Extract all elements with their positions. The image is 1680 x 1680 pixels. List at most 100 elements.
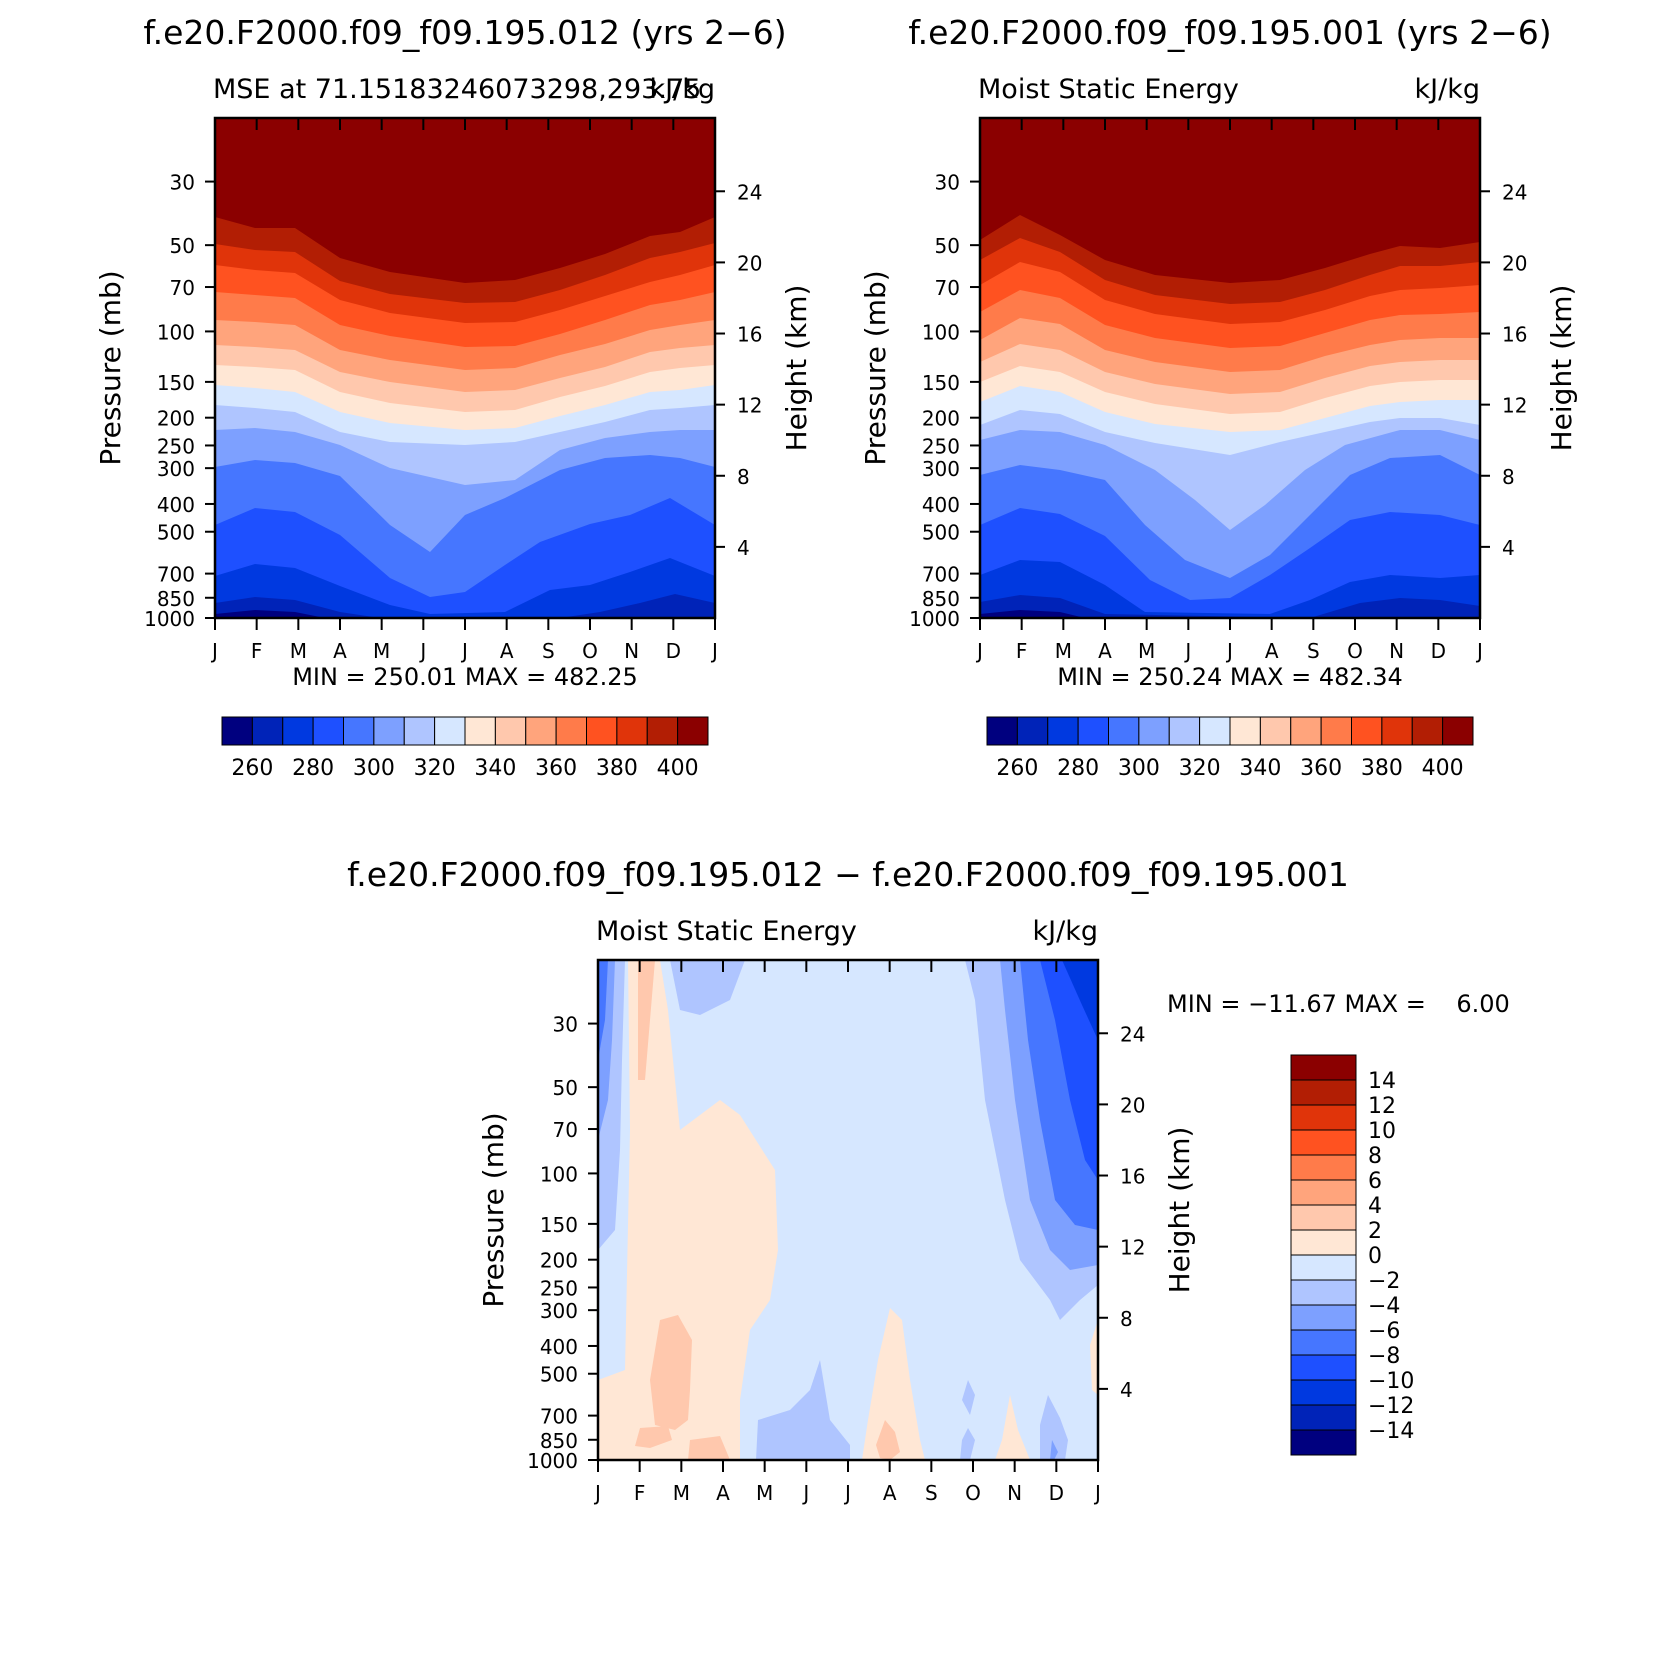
contour-band (876, 1420, 900, 1460)
x-tick-label: M (756, 1481, 773, 1505)
colorbar-swatch (1351, 716, 1383, 746)
y-tick-label-right: 16 (737, 323, 762, 347)
colorbar-swatch (1077, 716, 1109, 746)
colorbar-swatch (1290, 1129, 1357, 1156)
y-tick-label-right: 8 (737, 465, 750, 489)
colorbar-label: 14 (1368, 1069, 1396, 1094)
contour-band (638, 960, 655, 1080)
colorbar-label: 400 (1422, 756, 1464, 781)
colorbar-swatch (1290, 1154, 1357, 1181)
colorbar-swatch (1016, 716, 1049, 746)
y-tick-label: 300 (157, 457, 195, 481)
contour-band (960, 1428, 975, 1460)
contour-band (1062, 960, 1098, 1040)
x-tick-label: A (716, 1481, 730, 1505)
y-tick-label: 250 (157, 434, 195, 458)
contour-band (635, 1426, 672, 1448)
y-tick-label: 100 (922, 320, 960, 344)
colorbar-swatch (1290, 1204, 1357, 1231)
x-tick-label: F (1016, 639, 1028, 663)
y-axis-label-right: Height (km) (780, 285, 813, 452)
contour-band (1040, 1395, 1068, 1460)
colorbar-label: 300 (1118, 756, 1160, 781)
contour-band (980, 595, 1480, 618)
contour-band (756, 1360, 850, 1460)
y-tick-label: 400 (540, 1335, 578, 1359)
colorbar-label: 10 (1368, 1119, 1396, 1144)
panel-subtitle-left: Moist Static Energy (978, 74, 1239, 105)
contour-band (650, 1315, 692, 1430)
y-tick-label-right: 20 (1502, 251, 1527, 275)
y-tick-label-right: 20 (737, 251, 762, 275)
x-tick-label: F (251, 639, 263, 663)
y-tick-label-right: 20 (1120, 1093, 1145, 1117)
y-tick-label: 30 (170, 171, 195, 195)
x-tick-label: N (1007, 1481, 1022, 1505)
y-tick-label: 500 (540, 1363, 578, 1387)
colorbar-label: 320 (1179, 756, 1221, 781)
contour-band (1050, 1440, 1058, 1460)
colorbar-swatch (1290, 1429, 1357, 1456)
colorbar-label: −14 (1368, 1419, 1414, 1444)
y-tick-label: 300 (922, 457, 960, 481)
y-tick-label: 1000 (144, 607, 195, 631)
y-tick-label-right: 4 (1120, 1378, 1133, 1402)
panel-subtitle-right: kJ/kg (650, 74, 715, 105)
stats-text: MIN = −11.67 MAX = 6.00 (1167, 990, 1510, 1018)
colorbar-label: 300 (353, 756, 395, 781)
contour-band (688, 1436, 730, 1460)
colorbar-swatch (221, 716, 253, 746)
y-tick-label-right: 4 (1502, 536, 1515, 560)
y-tick-label: 200 (922, 407, 960, 431)
colorbar-swatch (1290, 1304, 1357, 1331)
y-tick-label: 30 (935, 171, 960, 195)
y-tick-label: 150 (157, 371, 195, 395)
colorbar-swatch (1108, 716, 1140, 746)
panel-title: f.e20.F2000.f09_f09.195.001 (yrs 2−6) (908, 13, 1551, 52)
panel-mse-001: f.e20.F2000.f09_f09.195.001 (yrs 2−6) Mo… (859, 13, 1578, 781)
colorbar-swatch (1290, 1104, 1357, 1131)
x-tick-label: S (542, 639, 555, 663)
contour-band (598, 960, 778, 1460)
colorbar-swatch (1168, 716, 1201, 746)
y-tick-label: 1000 (527, 1449, 578, 1473)
x-tick-label: D (1431, 639, 1446, 663)
x-tick-label: A (333, 639, 347, 663)
y-axis-label-right: Height (km) (1545, 285, 1578, 452)
colorbar-swatch (1290, 1354, 1357, 1381)
colorbar-swatch (1442, 716, 1474, 746)
y-tick-label: 70 (170, 276, 195, 300)
x-tick-label: M (1138, 639, 1155, 663)
contour-band (598, 960, 608, 1060)
x-tick-label: M (673, 1481, 690, 1505)
x-tick-label: A (500, 639, 514, 663)
y-tick-label-right: 8 (1120, 1307, 1133, 1331)
x-tick-label: S (1307, 639, 1320, 663)
x-tick-label: O (965, 1481, 981, 1505)
panel-subtitle-right: kJ/kg (1415, 74, 1480, 105)
panel-subtitle-left: Moist Static Energy (596, 916, 857, 947)
colorbar-swatch (1138, 716, 1170, 746)
colorbar-label: 2 (1368, 1219, 1382, 1244)
contour-field (980, 118, 1480, 618)
colorbar-label: 340 (1239, 756, 1281, 781)
panel-title: f.e20.F2000.f09_f09.195.012 − f.e20.F200… (347, 855, 1349, 894)
colorbar-swatch (1290, 1054, 1357, 1081)
contour-band (215, 558, 715, 618)
colorbar-swatch (1290, 1279, 1357, 1306)
x-tick-label: N (1389, 639, 1404, 663)
y-tick-label: 300 (540, 1299, 578, 1323)
contour-band (1090, 1320, 1098, 1395)
y-tick-label: 150 (922, 371, 960, 395)
colorbar-swatch (1290, 1329, 1357, 1356)
colorbar-swatch (1290, 1179, 1357, 1206)
colorbar-swatch (586, 716, 618, 746)
colorbar-label: −2 (1368, 1269, 1400, 1294)
y-tick-label: 1000 (909, 607, 960, 631)
x-tick-label: J (1183, 639, 1191, 663)
y-tick-label: 50 (935, 234, 960, 258)
y-tick-label: 100 (157, 320, 195, 344)
